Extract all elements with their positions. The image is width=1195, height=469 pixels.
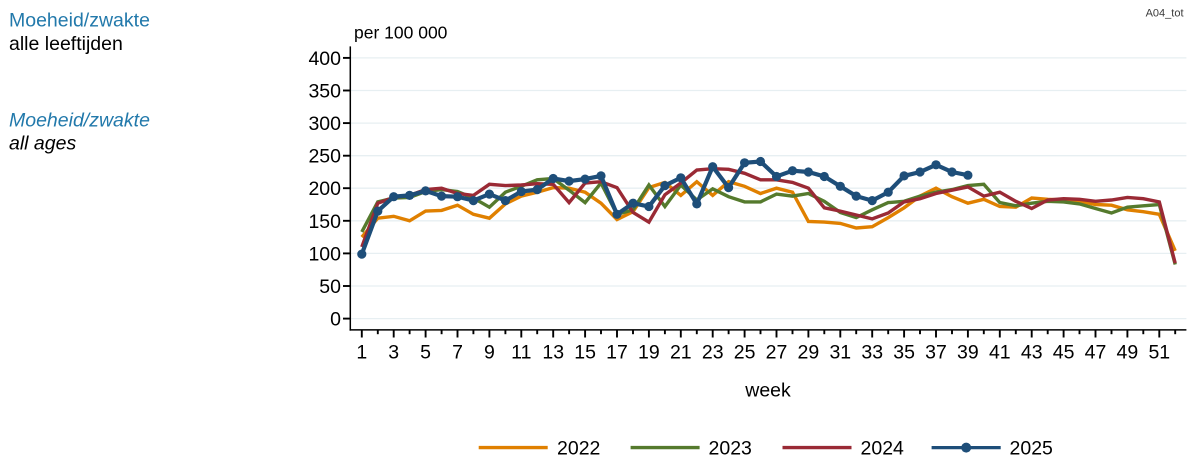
svg-text:31: 31 — [829, 342, 851, 364]
svg-text:100: 100 — [308, 243, 341, 265]
svg-text:200: 200 — [308, 178, 341, 200]
svg-text:23: 23 — [702, 342, 724, 364]
svg-text:350: 350 — [308, 81, 341, 103]
svg-text:39: 39 — [957, 342, 979, 364]
svg-text:per 100 000: per 100 000 — [354, 23, 448, 43]
svg-text:9: 9 — [484, 342, 495, 364]
svg-text:250: 250 — [308, 146, 341, 168]
svg-text:alle leeftijden: alle leeftijden — [9, 33, 123, 55]
svg-text:5: 5 — [420, 342, 431, 364]
svg-text:7: 7 — [452, 342, 463, 364]
svg-text:27: 27 — [766, 342, 788, 364]
svg-text:41: 41 — [989, 342, 1011, 364]
svg-text:Moeheid/zwakte: Moeheid/zwakte — [9, 10, 150, 32]
svg-text:49: 49 — [1117, 342, 1139, 364]
svg-text:37: 37 — [925, 342, 947, 364]
svg-text:Moeheid/zwakte: Moeheid/zwakte — [9, 110, 150, 132]
svg-text:15: 15 — [574, 342, 596, 364]
svg-text:47: 47 — [1085, 342, 1107, 364]
svg-text:25: 25 — [734, 342, 756, 364]
svg-text:2023: 2023 — [709, 438, 752, 460]
svg-text:50: 50 — [319, 276, 341, 298]
svg-text:13: 13 — [542, 342, 564, 364]
svg-text:29: 29 — [798, 342, 820, 364]
svg-text:17: 17 — [606, 342, 628, 364]
svg-text:45: 45 — [1053, 342, 1075, 364]
svg-text:400: 400 — [308, 48, 341, 70]
svg-text:19: 19 — [638, 342, 660, 364]
svg-text:2022: 2022 — [557, 438, 600, 460]
svg-text:300: 300 — [308, 113, 341, 135]
svg-text:150: 150 — [308, 211, 341, 233]
svg-text:21: 21 — [670, 342, 692, 364]
svg-text:51: 51 — [1148, 342, 1170, 364]
svg-text:1: 1 — [356, 342, 367, 364]
svg-text:0: 0 — [330, 309, 341, 331]
svg-text:3: 3 — [388, 342, 399, 364]
svg-text:week: week — [744, 380, 791, 402]
svg-text:all ages: all ages — [9, 133, 76, 155]
svg-text:33: 33 — [861, 342, 883, 364]
svg-text:2025: 2025 — [1010, 438, 1054, 460]
svg-text:2024: 2024 — [861, 438, 905, 460]
svg-text:43: 43 — [1021, 342, 1043, 364]
svg-text:A04_tot: A04_tot — [1146, 7, 1184, 19]
svg-text:35: 35 — [893, 342, 915, 364]
svg-text:11: 11 — [511, 342, 531, 364]
